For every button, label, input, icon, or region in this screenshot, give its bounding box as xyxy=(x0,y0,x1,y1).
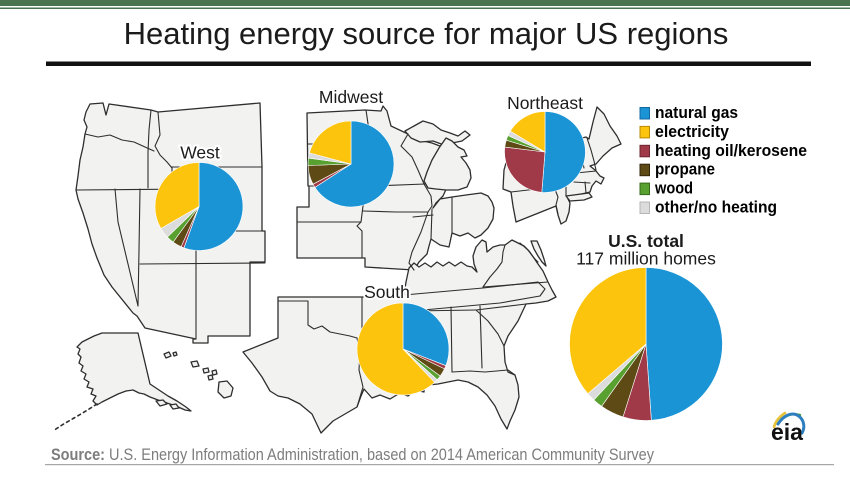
svg-text:Heating energy source for majo: Heating energy source for major US regio… xyxy=(124,16,729,51)
svg-text:South: South xyxy=(364,282,410,302)
svg-text:propane: propane xyxy=(655,161,715,179)
svg-text:Midwest: Midwest xyxy=(319,87,383,107)
svg-text:eia: eia xyxy=(771,419,803,445)
svg-text:Source: U.S. Energy Informatio: Source: U.S. Energy Information Administ… xyxy=(51,446,655,464)
svg-text:U.S. total: U.S. total xyxy=(608,231,684,251)
svg-text:117 million homes: 117 million homes xyxy=(576,249,716,269)
svg-text:heating oil/kerosene: heating oil/kerosene xyxy=(655,142,807,160)
svg-text:wood: wood xyxy=(654,180,693,198)
svg-text:Northeast: Northeast xyxy=(507,93,583,113)
svg-text:other/no heating: other/no heating xyxy=(655,199,777,217)
svg-text:electricity: electricity xyxy=(655,123,730,141)
svg-text:natural gas: natural gas xyxy=(655,104,738,122)
svg-text:West: West xyxy=(180,143,220,163)
